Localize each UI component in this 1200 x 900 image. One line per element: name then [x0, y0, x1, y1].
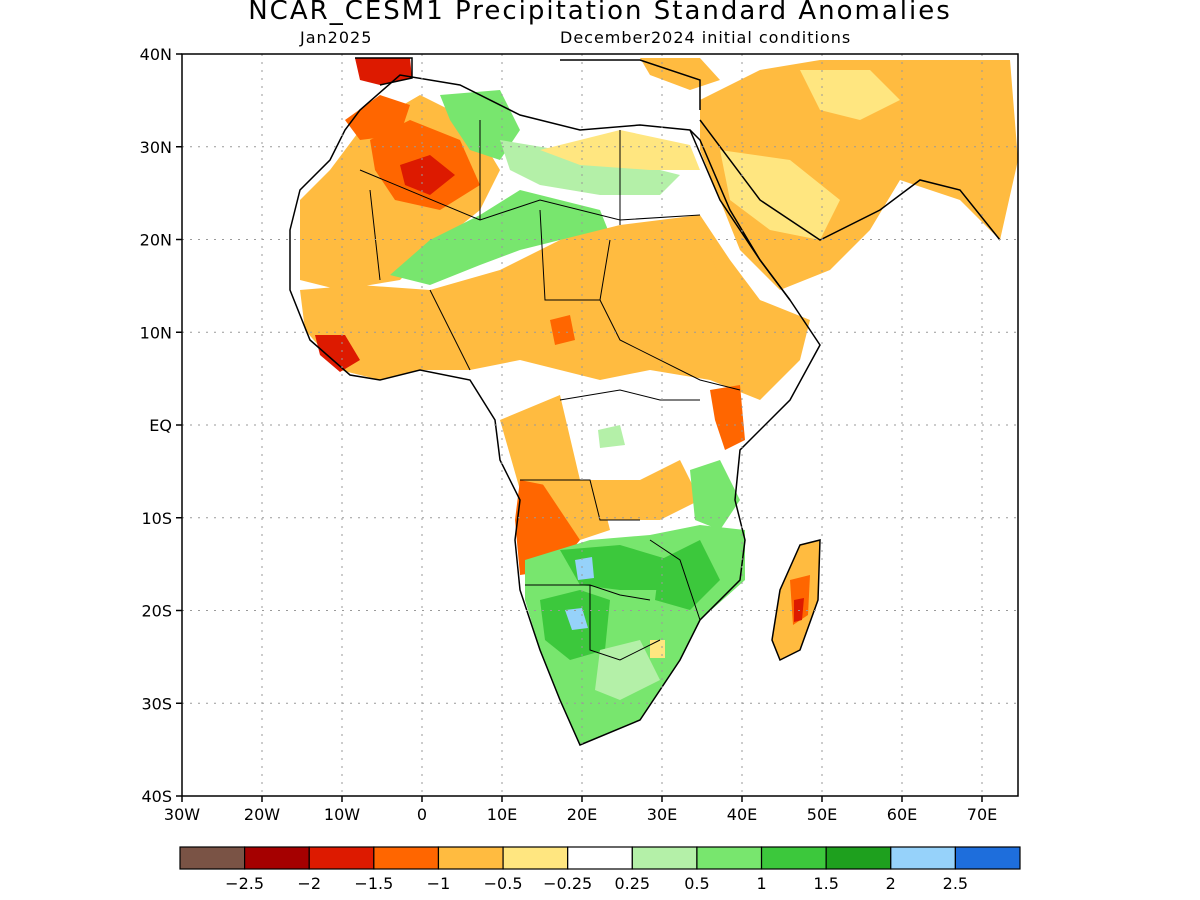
- lon-tick-label: 60E: [887, 805, 917, 824]
- africa-coastline: [289, 74, 821, 746]
- sudan-dry: [600, 225, 720, 330]
- sahara-wet-band: [390, 190, 610, 285]
- lon-tick-label: 20W: [244, 805, 280, 824]
- madagascar-coastline: [771, 539, 821, 662]
- lat-tick-label: EQ: [149, 416, 172, 435]
- lat-tick-label: 40N: [140, 45, 172, 64]
- colorbar-label: 2.5: [943, 874, 968, 893]
- lon-tick-label: 10E: [487, 805, 517, 824]
- lat-tick-label: 30S: [141, 694, 172, 713]
- lat-tick-label: 10N: [140, 323, 172, 342]
- colorbar-swatch: [631, 846, 698, 870]
- south-africa-wet-light: [595, 640, 660, 700]
- colorbar-swatch: [437, 846, 504, 870]
- colorbar-swatch: [760, 846, 827, 870]
- colorbar-label: 1.5: [813, 874, 838, 893]
- congo-wet-spot: [598, 425, 625, 448]
- anomaly-fields: [290, 58, 1018, 745]
- lat-tick-label: 20N: [140, 231, 172, 250]
- colorbar-swatch: [567, 846, 633, 870]
- map-title: NCAR_CESM1 Precipitation Standard Anomal…: [248, 0, 952, 26]
- colorbar-label: 0.5: [684, 874, 709, 893]
- colorbar-label: −2: [297, 874, 321, 893]
- forecast-month: Jan2025: [300, 28, 373, 47]
- iran-weak: [800, 70, 900, 120]
- lon-tick-label: 10W: [324, 805, 360, 824]
- lon-tick-label: 30E: [647, 805, 677, 824]
- colorbar-label: 0.25: [614, 874, 650, 893]
- colorbar-swatch: [825, 846, 892, 870]
- colorbar-label: 1: [756, 874, 766, 893]
- lon-tick-label: 50E: [807, 805, 837, 824]
- guinea-dry-peak: [315, 335, 360, 372]
- south-africa-weak: [650, 640, 665, 658]
- lat-tick-label: 20S: [141, 602, 172, 621]
- lon-tick-label: 30W: [164, 805, 200, 824]
- colorbar-swatch: [890, 846, 956, 870]
- chad-dry-spot: [550, 315, 575, 345]
- lon-tick-label: 40E: [727, 805, 757, 824]
- lat-tick-label: 10S: [141, 509, 172, 528]
- lon-tick-label: 70E: [967, 805, 997, 824]
- lat-tick-label: 30N: [140, 138, 172, 157]
- colorbar-swatch: [696, 846, 763, 870]
- red-sea-coast: [689, 129, 791, 301]
- colorbar-swatch: [373, 846, 440, 870]
- lon-tick-label: 0: [417, 805, 427, 824]
- colorbar-label: −1: [427, 874, 451, 893]
- colorbar-label: −1.5: [354, 874, 393, 893]
- colorbar-label: 2: [886, 874, 896, 893]
- angola-dry-weak: [540, 480, 610, 540]
- country-borders: [359, 120, 741, 661]
- nw-africa-dry-edge: [345, 95, 410, 140]
- colorbar-swatch: [954, 846, 1021, 870]
- grid-lines: [182, 54, 1018, 796]
- algeria-dry-peak: [400, 155, 455, 195]
- europe-coastline: [355, 57, 701, 110]
- coastlines: [289, 57, 1001, 746]
- longitude-axis: 30W 20W 10W 0 10E 20E 30E 40E 50E 60E 70E: [164, 796, 997, 824]
- lon-tick-label: 20E: [567, 805, 597, 824]
- colorbar-swatch: [502, 846, 569, 870]
- colorbar-swatch: [179, 846, 246, 870]
- initial-conditions: December2024 initial conditions: [560, 28, 852, 47]
- mozambique-wet: [655, 540, 720, 610]
- libya-wet-light: [500, 140, 680, 195]
- colorbar-swatch: [308, 846, 375, 870]
- colorbar-legend: −2.5 −2 −1.5 −1 −0.5 −0.25 0.25 0.5 1 1.5 2 2.5: [179, 846, 1021, 893]
- colorbar-label: −0.25: [543, 874, 592, 893]
- zambia-wet-peak: [575, 557, 594, 580]
- lat-tick-label: 40S: [141, 787, 172, 806]
- colorbar-swatch: [244, 846, 310, 870]
- arabia-dry: [700, 60, 1018, 290]
- latitude-axis: 40N 30N 20N 10N EQ 10S 20S 30S 40S: [140, 45, 182, 806]
- tanzania-wet: [690, 460, 740, 530]
- colorbar-label: −2.5: [225, 874, 264, 893]
- morocco-dry: [355, 58, 412, 85]
- arabia-weak: [720, 150, 840, 240]
- arabia-coastline: [699, 119, 1001, 241]
- colorbar-label: −0.5: [484, 874, 523, 893]
- namibia-wet-peak: [565, 608, 588, 630]
- kenya-dry: [710, 385, 745, 450]
